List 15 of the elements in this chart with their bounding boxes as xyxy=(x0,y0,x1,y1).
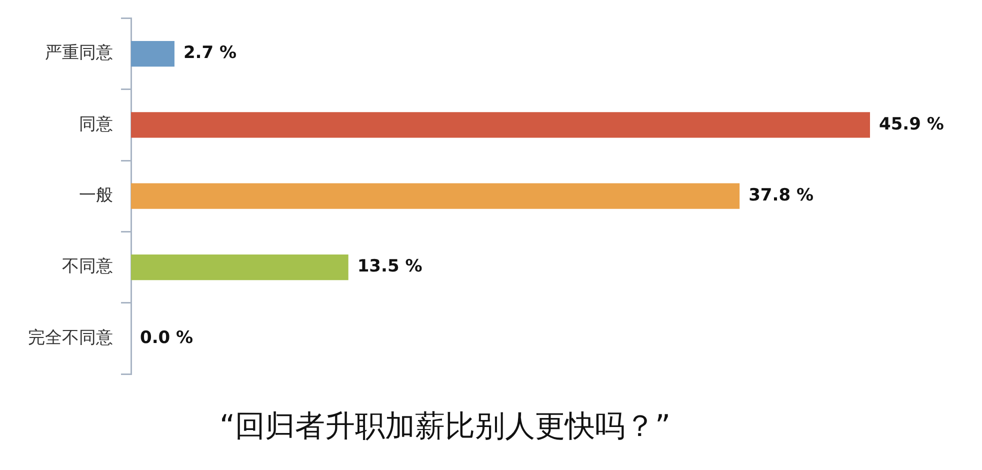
bar xyxy=(131,112,870,138)
y-tick-label: 同意 xyxy=(79,114,113,134)
data-label: 45.9 % xyxy=(879,114,944,134)
data-label: 37.8 % xyxy=(748,186,814,206)
y-tick-label: 严重同意 xyxy=(45,43,113,64)
data-label: 2.7 % xyxy=(183,43,237,64)
y-tick-label: 一般 xyxy=(79,186,113,206)
text: “回归者升职加薪比别人更快吗？” xyxy=(219,408,671,444)
bar xyxy=(131,40,174,67)
bar xyxy=(131,254,348,280)
data-label: 13.5 % xyxy=(357,256,422,277)
y-tick-label: 完全不同意 xyxy=(28,328,113,348)
data-label: 0.0 % xyxy=(140,328,194,348)
y-tick-label: 不同意 xyxy=(62,256,113,277)
bar xyxy=(131,183,740,209)
